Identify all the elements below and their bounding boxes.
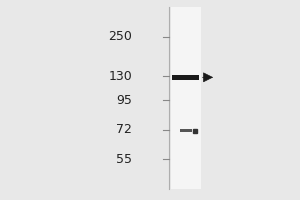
Text: 250: 250 — [108, 30, 132, 43]
FancyBboxPatch shape — [171, 7, 200, 189]
FancyBboxPatch shape — [172, 75, 199, 80]
FancyBboxPatch shape — [180, 129, 192, 132]
Text: 72: 72 — [116, 123, 132, 136]
Text: 55: 55 — [116, 153, 132, 166]
Text: 130: 130 — [108, 70, 132, 83]
Text: 95: 95 — [116, 94, 132, 106]
